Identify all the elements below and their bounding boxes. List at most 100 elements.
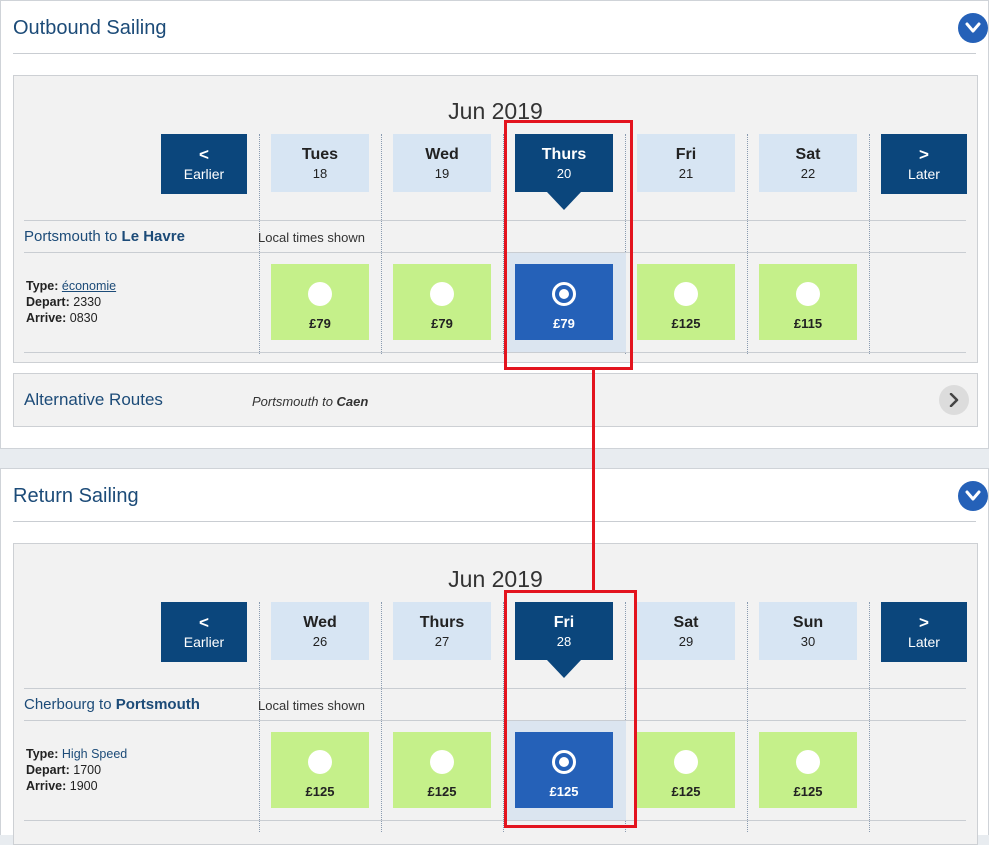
type-label: Type: xyxy=(26,279,59,293)
outbound-day-tue[interactable]: Tues 18 xyxy=(271,134,369,192)
outbound-fare-option[interactable]: £115 xyxy=(759,264,857,340)
divider xyxy=(24,252,966,253)
outbound-panel: Outbound Sailing Jun 2019 < Earlier Tues… xyxy=(0,0,989,449)
day-name: Sun xyxy=(792,614,824,631)
radio-icon xyxy=(308,750,332,774)
column-divider xyxy=(503,134,504,354)
return-fare-option[interactable]: £125 xyxy=(393,732,491,808)
earlier-label: Earlier xyxy=(183,166,225,182)
outbound-day-sat[interactable]: Sat 22 xyxy=(759,134,857,192)
fare-price: £125 xyxy=(427,784,457,799)
type-label: Type: xyxy=(26,747,59,761)
outbound-route: Portsmouth to Le Havre xyxy=(24,228,185,245)
return-panel: Return Sailing Jun 2019 < Earlier Wed 26… xyxy=(0,468,989,845)
return-route: Cherbourg to Portsmouth xyxy=(24,696,200,713)
fare-price: £115 xyxy=(793,316,823,331)
return-month: Jun 2019 xyxy=(448,566,543,592)
return-later-button[interactable]: > Later xyxy=(881,602,967,662)
column-divider xyxy=(625,602,626,832)
return-fare-option[interactable]: £125 xyxy=(271,732,369,808)
day-name: Thurs xyxy=(419,614,465,631)
day-number: 30 xyxy=(800,634,816,649)
later-label: Later xyxy=(908,634,940,650)
day-name: Fri xyxy=(553,614,575,631)
chevron-right-icon xyxy=(949,393,959,407)
depart-label: Depart: xyxy=(26,763,70,777)
outbound-fare-option-selected[interactable]: £79 xyxy=(515,264,613,340)
return-day-fri-selected[interactable]: Fri 28 xyxy=(515,602,613,660)
return-day-thu[interactable]: Thurs 27 xyxy=(393,602,491,660)
return-fare-option[interactable]: £125 xyxy=(637,732,735,808)
fare-price: £125 xyxy=(793,784,823,799)
alternative-routes-row[interactable]: Alternative Routes Portsmouth to Caen xyxy=(13,373,978,427)
route-from: Portsmouth to xyxy=(24,228,122,245)
column-divider xyxy=(503,602,504,832)
radio-icon xyxy=(430,750,454,774)
column-divider xyxy=(747,602,748,832)
local-times-note: Local times shown xyxy=(258,698,365,713)
day-name: Sat xyxy=(795,146,821,163)
chevron-down-icon xyxy=(965,490,981,501)
day-name: Tues xyxy=(301,146,339,163)
outbound-later-button[interactable]: > Later xyxy=(881,134,967,194)
radio-selected-icon xyxy=(552,282,576,306)
day-number: 20 xyxy=(556,166,572,181)
day-name: Fri xyxy=(675,146,697,163)
outbound-fare-option[interactable]: £79 xyxy=(271,264,369,340)
selected-day-pointer xyxy=(547,660,581,678)
type-value-link[interactable]: économie xyxy=(61,279,117,293)
radio-icon xyxy=(796,750,820,774)
column-divider xyxy=(869,134,870,354)
column-divider xyxy=(259,134,260,354)
depart-value: 1700 xyxy=(73,763,102,777)
outbound-day-thu-selected[interactable]: Thurs 20 xyxy=(515,134,613,192)
return-fare-option[interactable]: £125 xyxy=(759,732,857,808)
outbound-month: Jun 2019 xyxy=(448,98,543,124)
return-day-sun[interactable]: Sun 30 xyxy=(759,602,857,660)
day-name: Sat xyxy=(673,614,699,631)
day-number: 19 xyxy=(434,166,450,181)
column-divider xyxy=(747,134,748,354)
return-fare-option-selected[interactable]: £125 xyxy=(515,732,613,808)
day-number: 21 xyxy=(678,166,694,181)
return-collapse-button[interactable] xyxy=(958,481,988,511)
fare-price: £79 xyxy=(553,316,575,331)
selected-day-pointer xyxy=(547,192,581,210)
fare-price: £125 xyxy=(671,316,701,331)
highlight-box-return xyxy=(504,590,637,828)
outbound-day-fri[interactable]: Fri 21 xyxy=(637,134,735,192)
return-day-wed[interactable]: Wed 26 xyxy=(271,602,369,660)
outbound-earlier-button[interactable]: < Earlier xyxy=(161,134,247,194)
day-number: 18 xyxy=(312,166,328,181)
outbound-fare-option[interactable]: £125 xyxy=(637,264,735,340)
column-divider xyxy=(381,602,382,832)
type-value: High Speed xyxy=(61,747,128,761)
radio-selected-icon xyxy=(552,750,576,774)
fare-price: £79 xyxy=(309,316,331,331)
return-day-sat[interactable]: Sat 29 xyxy=(637,602,735,660)
depart-label: Depart: xyxy=(26,295,70,309)
highlight-connector xyxy=(592,370,595,592)
return-earlier-button[interactable]: < Earlier xyxy=(161,602,247,662)
divider xyxy=(24,720,966,721)
column-divider xyxy=(381,134,382,354)
column-divider xyxy=(259,602,260,832)
alt-route-destination: Caen xyxy=(336,394,369,409)
outbound-day-wed[interactable]: Wed 19 xyxy=(393,134,491,192)
outbound-collapse-button[interactable] xyxy=(958,13,988,43)
return-sailing-info: Type: High Speed Depart: 1700 Arrive: 19… xyxy=(26,746,127,794)
column-divider xyxy=(869,602,870,832)
arrive-label: Arrive: xyxy=(26,779,67,793)
alternative-route: Portsmouth to Caen xyxy=(252,394,368,409)
route-destination: Le Havre xyxy=(121,228,185,245)
divider xyxy=(24,688,966,689)
day-name: Thurs xyxy=(541,146,587,163)
return-title: Return Sailing xyxy=(13,485,139,507)
day-number: 22 xyxy=(800,166,816,181)
arrive-label: Arrive: xyxy=(26,311,67,325)
alternative-routes-next-button[interactable] xyxy=(939,385,969,415)
alternative-routes-title: Alternative Routes xyxy=(24,390,163,409)
highlight-box-outbound xyxy=(504,120,633,370)
radio-icon xyxy=(674,750,698,774)
outbound-fare-option[interactable]: £79 xyxy=(393,264,491,340)
